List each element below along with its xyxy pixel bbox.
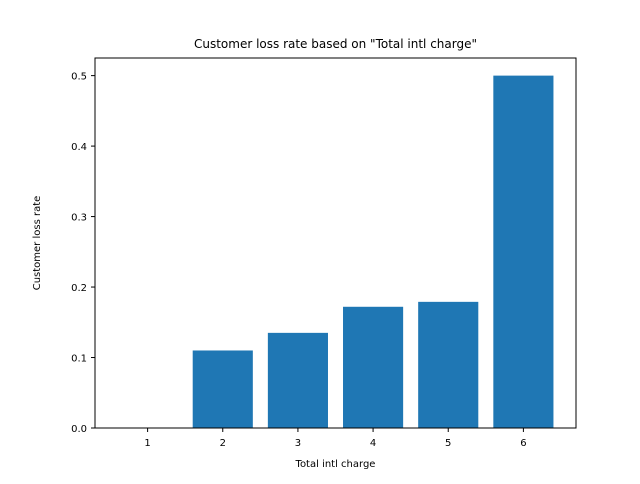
bar-2 <box>192 350 253 428</box>
x-axis-label: Total intl charge <box>295 459 376 470</box>
y-tick-label: 0.0 <box>71 424 87 435</box>
bar-4 <box>343 306 404 428</box>
bar-3 <box>267 332 328 428</box>
x-tick-label: 1 <box>144 438 150 449</box>
y-axis-label: Customer loss rate <box>32 196 43 291</box>
plot-frame <box>94 57 577 429</box>
bar-6 <box>493 75 554 428</box>
y-tick-label: 0.1 <box>71 354 87 365</box>
x-tick-label: 2 <box>220 438 226 449</box>
x-tick-label: 6 <box>520 438 526 449</box>
bars-group <box>192 75 554 428</box>
chart-title: Customer loss rate based on "Total intl … <box>194 37 477 51</box>
x-tick-label: 4 <box>370 438 376 449</box>
y-tick-label: 0.5 <box>71 72 87 83</box>
y-tick-label: 0.2 <box>71 283 87 294</box>
y-tick-label: 0.3 <box>71 213 87 224</box>
x-tick-label: 3 <box>295 438 301 449</box>
bar-5 <box>418 301 479 428</box>
y-tick-label: 0.4 <box>71 142 87 153</box>
x-tick-label: 5 <box>445 438 451 449</box>
x-axis-ticks: 1 2 3 4 5 6 <box>144 428 527 449</box>
y-axis-ticks: 0.0 0.1 0.2 0.3 0.4 0.5 <box>71 72 95 435</box>
